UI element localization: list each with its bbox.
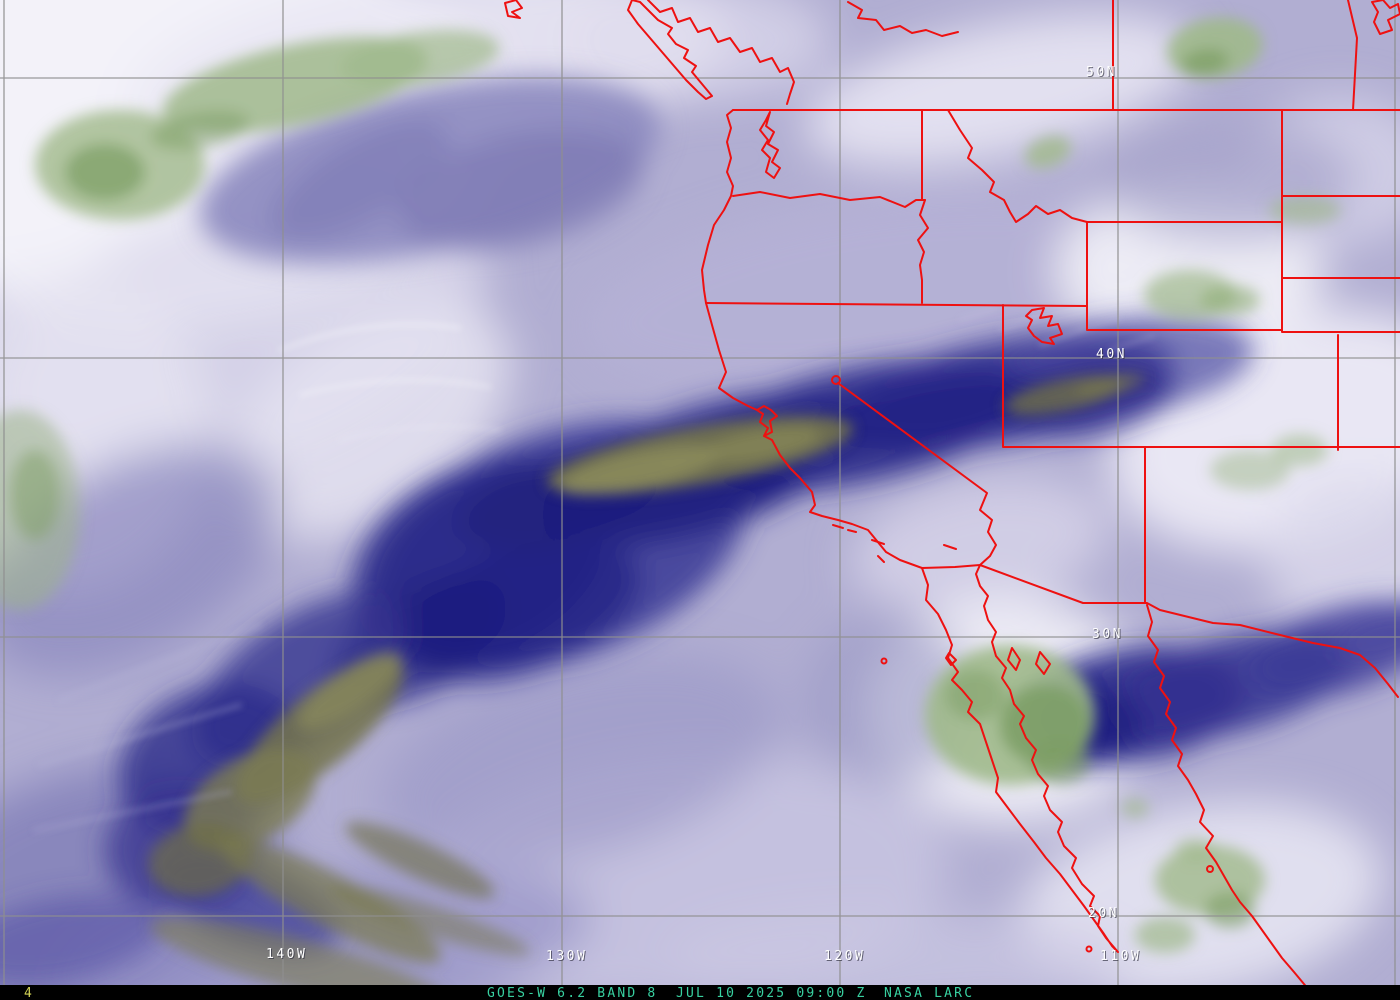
lat-label-30n: 30N xyxy=(1092,627,1123,642)
haida-gwaii-coast xyxy=(504,0,523,19)
bc-mainland-coast xyxy=(647,0,795,105)
channel-islands xyxy=(832,524,957,563)
baja-california-coast xyxy=(921,564,1119,953)
driest-tan-cores xyxy=(148,372,1146,985)
lon-label-140w: 140W xyxy=(266,947,308,962)
idaho-montana-border xyxy=(947,109,1088,223)
mexico-mainland-coast xyxy=(1146,604,1307,985)
lon-label-120w: 120W xyxy=(824,949,866,964)
four-corners-borders xyxy=(1002,304,1400,604)
lon-label-110w: 110W xyxy=(1100,949,1142,964)
lake-tahoe-outline xyxy=(831,375,841,385)
puget-sound-coast xyxy=(759,111,781,179)
mountain-state-borders xyxy=(1086,109,1400,451)
northern-lake-outline xyxy=(1371,0,1400,35)
lat-label-50n: 50N xyxy=(1086,65,1117,80)
upper-cloud-band xyxy=(199,76,661,264)
angel-de-la-guarda-island xyxy=(1007,647,1021,671)
border-42n xyxy=(705,302,1088,307)
product-label: GOES-W 6.2 BAND 8 xyxy=(487,986,658,1000)
lat-label-20n: 20N xyxy=(1088,906,1119,921)
cedros-island xyxy=(945,652,957,666)
tiburon-island xyxy=(1035,651,1051,675)
great-salt-lake-outline xyxy=(1025,307,1063,345)
bc-rockies-border xyxy=(847,1,959,37)
tres-marias-island xyxy=(1206,865,1214,873)
ca-nv-border xyxy=(837,382,997,566)
annotation-bar: 4 GOES-W 6.2 BAND 8 JUL 10 2025 09:00 Z … xyxy=(0,985,1400,1000)
timestamp-label: JUL 10 2025 09:00 Z xyxy=(676,986,867,1000)
lat-label-40n: 40N xyxy=(1096,347,1127,362)
pacific-coastline xyxy=(701,109,923,569)
map-boundaries xyxy=(504,0,1400,985)
vancouver-island-coast xyxy=(627,0,713,100)
wa-or-border xyxy=(732,191,926,208)
lon-label-130w: 130W xyxy=(546,949,588,964)
frame-number: 4 xyxy=(24,986,32,1000)
us-mexico-border xyxy=(921,564,1399,698)
provincial-border-east xyxy=(1347,0,1358,111)
guadalupe-island xyxy=(880,657,888,665)
idaho-west-border xyxy=(917,109,929,304)
socorro-island xyxy=(1085,945,1093,953)
credit-label: NASA LARC xyxy=(884,986,975,1000)
